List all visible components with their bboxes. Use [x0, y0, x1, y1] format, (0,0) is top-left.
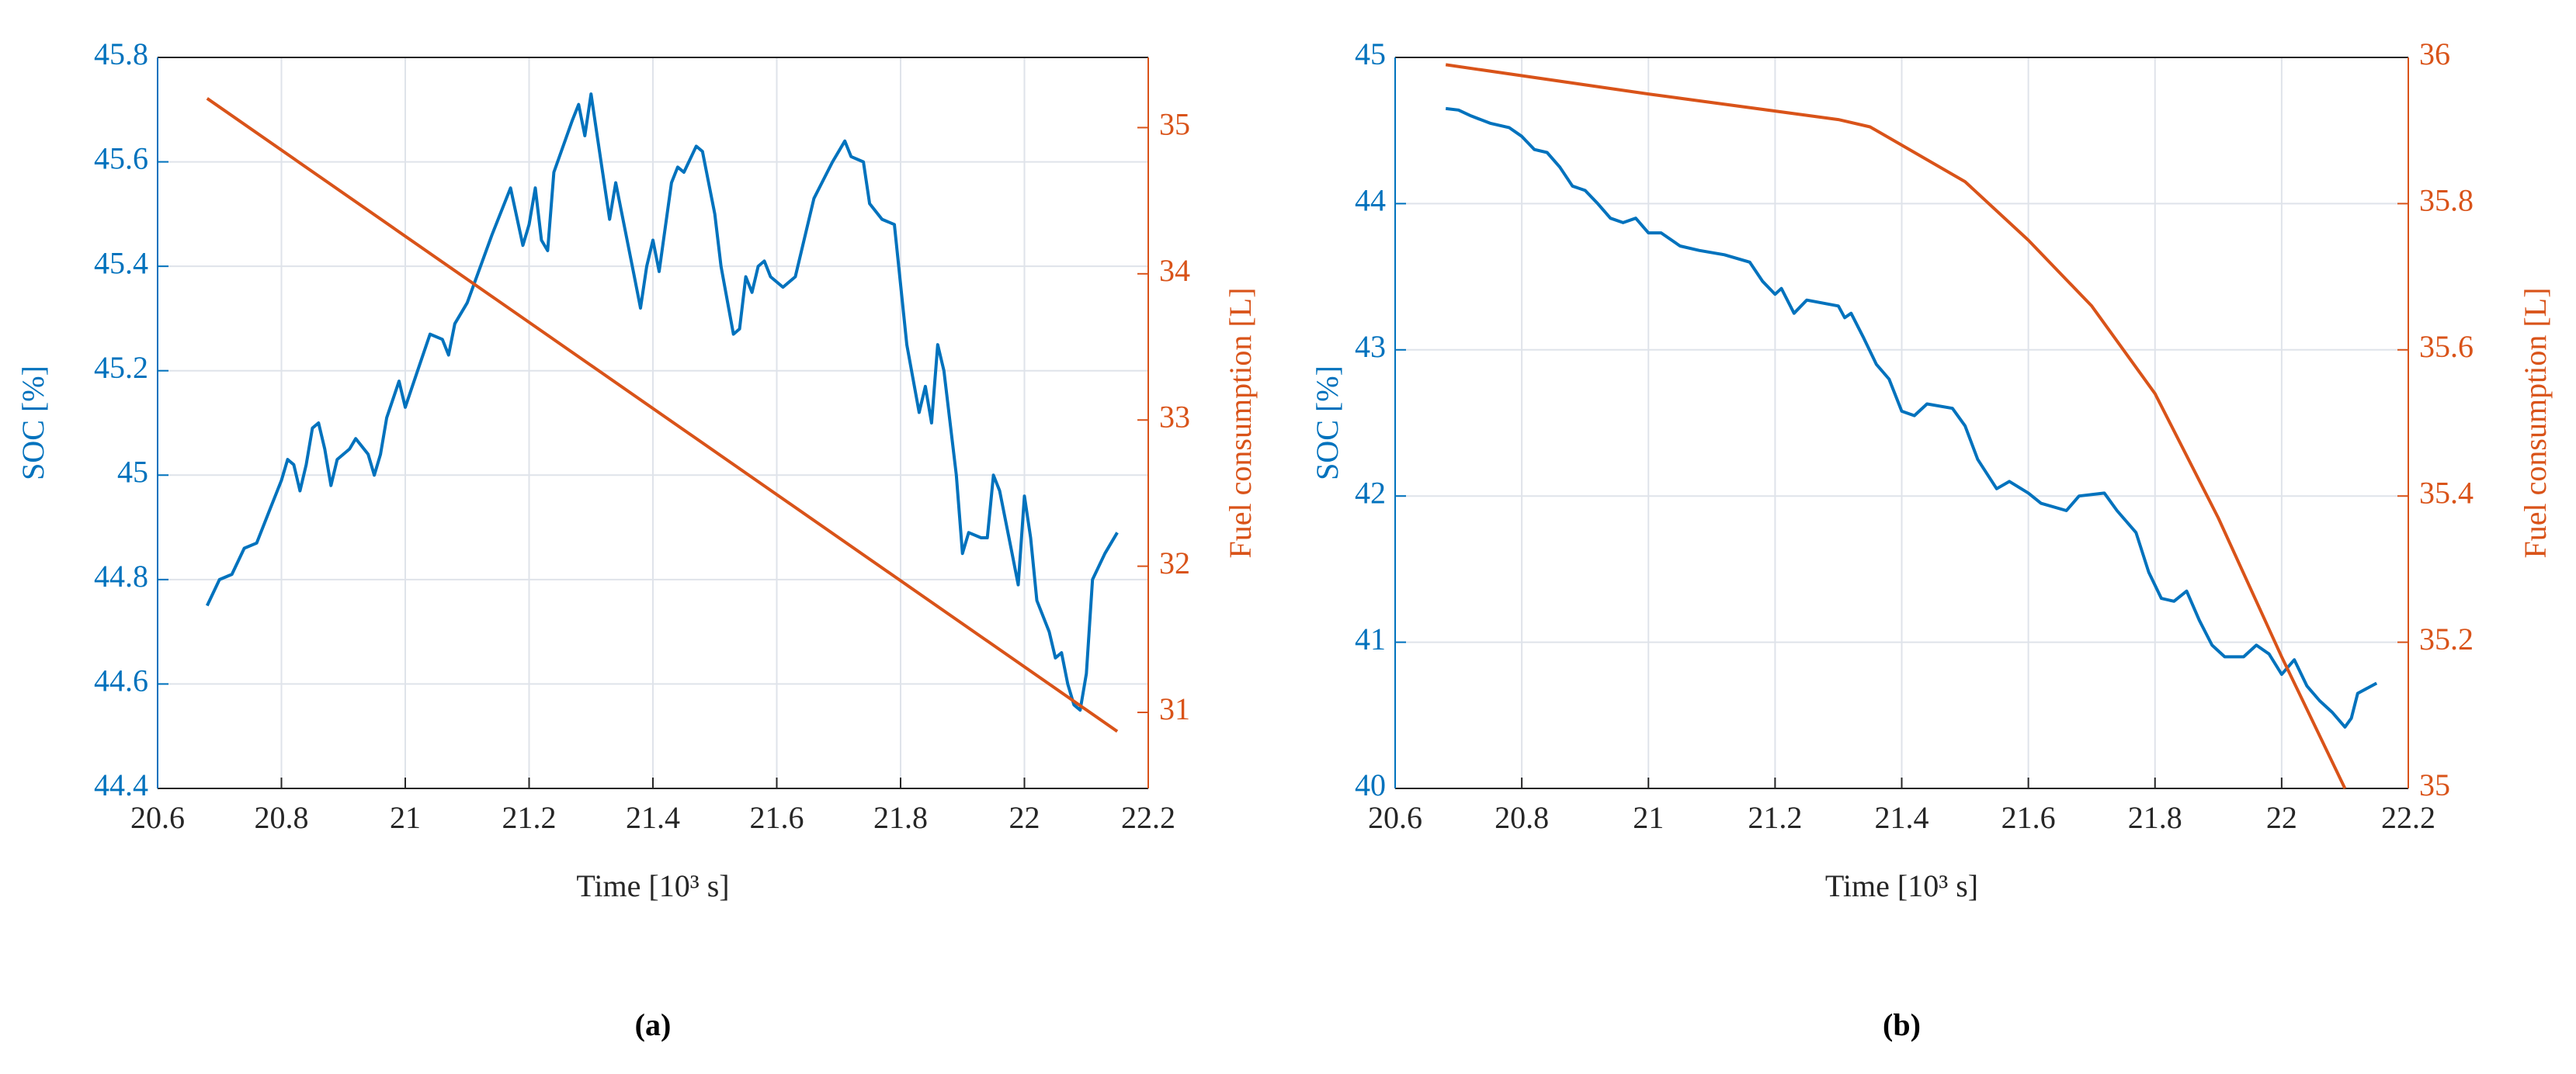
data-line	[1445, 106, 2378, 729]
x-tick-label: 22.2	[2381, 800, 2435, 835]
y-tick-label: 45.4	[94, 245, 148, 280]
x-axis-label: Time [10³ s]	[1825, 868, 1978, 903]
y2-tick-label: 33	[1159, 399, 1190, 434]
x-tick-label: 21.8	[873, 800, 928, 835]
panel-label: (a)	[635, 1007, 672, 1042]
y-tick-label: 42	[1355, 475, 1386, 510]
x-tick-label: 21	[390, 800, 421, 835]
x-tick-label: 21.2	[1748, 800, 1802, 835]
x-tick-label: 21.8	[2128, 800, 2182, 835]
x-tick-label: 21.6	[2001, 800, 2056, 835]
y-axis-label: SOC [%]	[1310, 366, 1345, 480]
x-tick-label: 21.2	[502, 800, 557, 835]
y-tick-label: 44.8	[94, 559, 148, 594]
x-tick-label: 21	[1633, 800, 1664, 835]
data-line	[1445, 63, 2347, 789]
y2-tick-label: 35.6	[2419, 329, 2474, 364]
y2-axis-label: Fuel consumption [L]	[2518, 288, 2553, 559]
x-tick-label: 20.8	[1495, 800, 1549, 835]
y2-tick-label: 31	[1159, 691, 1190, 726]
y2-tick-label: 35	[2419, 767, 2450, 802]
x-axis-label: Time [10³ s]	[576, 868, 729, 903]
x-tick-label: 20.8	[255, 800, 309, 835]
x-tick-label: 21.6	[750, 800, 804, 835]
y-tick-label: 44.6	[94, 663, 148, 698]
y-tick-label: 44.4	[94, 767, 148, 802]
y-axis-label: SOC [%]	[16, 366, 50, 480]
x-tick-label: 22	[1009, 800, 1040, 835]
x-tick-label: 21.4	[1875, 800, 1929, 835]
y2-tick-label: 35.4	[2419, 475, 2474, 510]
y-tick-label: 45.8	[94, 36, 148, 71]
x-tick-label: 22	[2266, 800, 2297, 835]
x-tick-label: 21.4	[626, 800, 680, 835]
y2-tick-label: 35.8	[2419, 183, 2474, 218]
y2-axis-label: Fuel consumption [L]	[1223, 288, 1258, 559]
y2-tick-label: 35.2	[2419, 622, 2474, 657]
y2-tick-label: 34	[1159, 253, 1190, 288]
y2-tick-label: 35	[1159, 107, 1190, 142]
y-tick-label: 41	[1355, 622, 1386, 657]
x-tick-label: 22.2	[1121, 800, 1175, 835]
y-tick-label: 45.6	[94, 141, 148, 176]
panel-label: (b)	[1883, 1007, 1921, 1042]
y2-tick-label: 36	[2419, 36, 2450, 71]
y2-tick-label: 32	[1159, 546, 1190, 580]
data-line	[205, 92, 1119, 712]
y-tick-label: 44	[1355, 183, 1386, 218]
x-tick-label: 20.6	[1368, 800, 1422, 835]
y-tick-label: 40	[1355, 767, 1386, 802]
data-line	[206, 97, 1119, 733]
x-tick-label: 20.6	[130, 800, 185, 835]
y-tick-label: 45	[117, 454, 148, 489]
y-tick-label: 43	[1355, 329, 1386, 364]
y-tick-label: 45	[1355, 36, 1386, 71]
y-tick-label: 45.2	[94, 350, 148, 385]
